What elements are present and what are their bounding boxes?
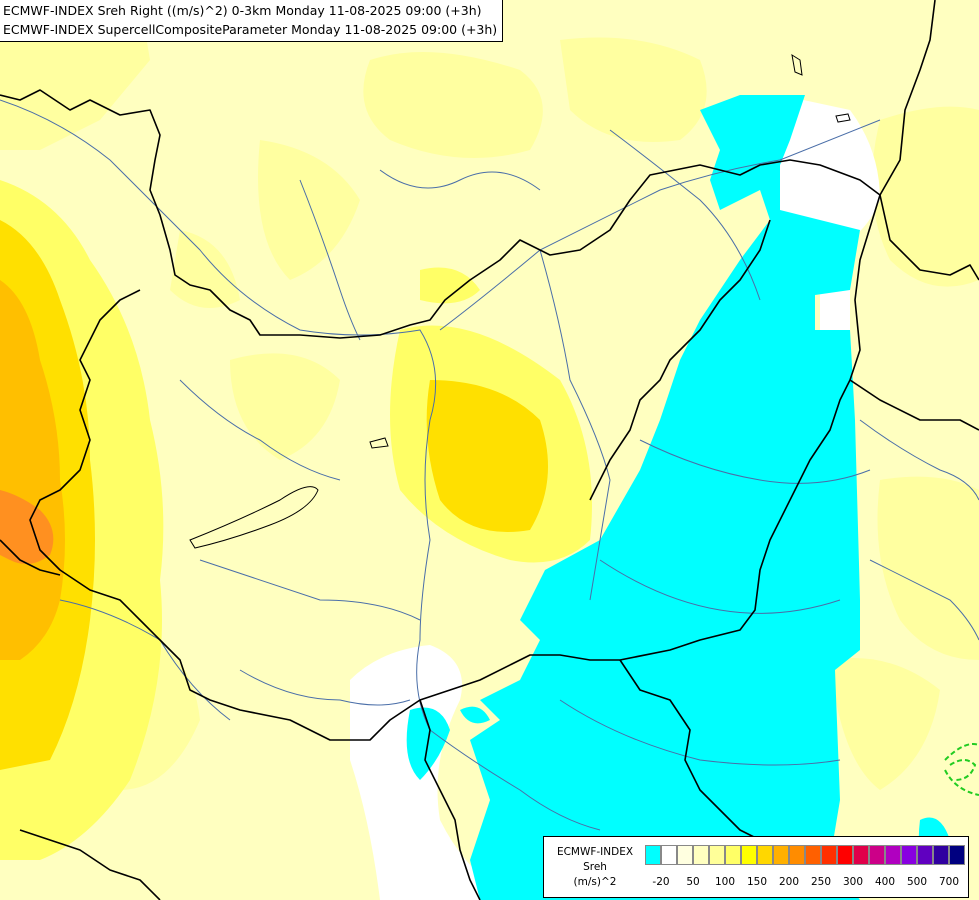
legend-label: ECMWF-INDEX Sreh (m/s)^2 xyxy=(546,845,644,890)
legend-swatch xyxy=(805,845,821,865)
title-line-sreh: ECMWF-INDEX Sreh Right ((m/s)^2) 0-3km M… xyxy=(3,3,482,18)
lakes xyxy=(189,53,851,549)
legend-swatch xyxy=(709,845,725,865)
legend-tick-label: 700 xyxy=(938,876,960,888)
legend-swatch xyxy=(693,845,709,865)
scp-contour xyxy=(944,743,979,796)
legend-swatch xyxy=(757,845,773,865)
legend-swatch xyxy=(725,845,741,865)
legend-tick-label: 500 xyxy=(906,876,928,888)
legend-swatch xyxy=(869,845,885,865)
title-line-scp: ECMWF-INDEX SupercellCompositeParameter … xyxy=(3,22,498,37)
map-title-box: ECMWF-INDEX Sreh Right ((m/s)^2) 0-3km M… xyxy=(0,0,504,42)
legend-tick-label: 150 xyxy=(746,876,768,888)
legend-swatch xyxy=(773,845,789,865)
field-light xyxy=(0,0,979,790)
legend-tick-label: 100 xyxy=(714,876,736,888)
legend-swatch xyxy=(853,845,869,865)
legend-swatch xyxy=(741,845,757,865)
legend-tick-label: -20 xyxy=(652,876,670,888)
legend-tick-label: 50 xyxy=(686,876,700,888)
legend-swatch xyxy=(789,845,805,865)
legend-label-source: ECMWF-INDEX xyxy=(556,846,634,858)
legend-swatch xyxy=(901,845,917,865)
legend-tick-label: 400 xyxy=(874,876,896,888)
legend-tick-label: 250 xyxy=(810,876,832,888)
legend-swatch xyxy=(949,845,965,865)
legend-swatch xyxy=(661,845,677,865)
field-hot xyxy=(0,490,54,564)
legend-swatch xyxy=(677,845,693,865)
legend-label-param: Sreh xyxy=(583,861,607,873)
legend-swatch xyxy=(885,845,901,865)
field-orange xyxy=(0,280,65,660)
color-legend: ECMWF-INDEX Sreh (m/s)^2 -20 50 100 150 200 2… xyxy=(543,836,969,898)
legend-swatch xyxy=(837,845,853,865)
legend-tick-label: 300 xyxy=(842,876,864,888)
legend-swatch xyxy=(821,845,837,865)
legend-swatch xyxy=(645,845,661,865)
legend-tick-label: 200 xyxy=(778,876,800,888)
rivers xyxy=(0,99,979,831)
legend-label-unit: (m/s)^2 xyxy=(573,876,617,888)
legend-swatch xyxy=(917,845,933,865)
legend-swatch xyxy=(933,845,949,865)
